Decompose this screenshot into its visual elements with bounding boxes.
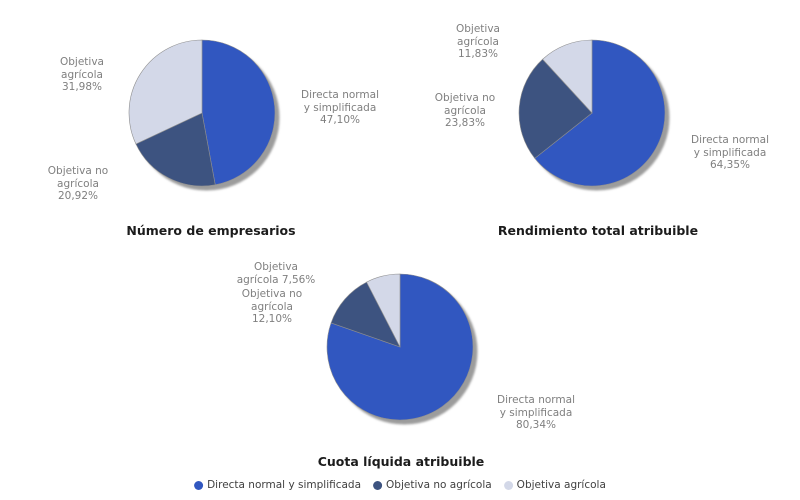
slice-label-directa: Directa normal y simplificada 64,35%: [691, 134, 769, 172]
slice-label-line: y simplificada: [499, 406, 573, 419]
pie-chart-cuota-liquida-atribuible: [326, 273, 478, 425]
slice-label-line: y simplificada: [303, 101, 377, 114]
slice-label-objetiva-agricola: Objetiva agrícola 11,83%: [456, 23, 500, 61]
pie-slice-directa: [534, 39, 666, 187]
slice-label-line: agrícola: [61, 68, 103, 81]
slice-label-line: Directa normal: [496, 394, 576, 406]
legend-item-objetiva-agricola: Objetiva agrícola: [503, 479, 606, 491]
legend-dot-objetiva-agricola: [503, 480, 513, 490]
chart-title-rendimiento-total-atribuible: Rendimiento total atribuible: [497, 223, 699, 238]
legend-label: Objetiva agrícola: [516, 479, 606, 491]
slice-label-line: Objetiva no: [47, 165, 109, 177]
slice-label-line: Objetiva no: [241, 288, 303, 300]
legend-dot-objetiva-no-agricola: [373, 480, 383, 490]
slice-label-line: Objetiva: [253, 261, 298, 273]
pie-chart-numero-de-empresarios: [128, 39, 280, 191]
legend-item-directa: Directa normal y simplificada: [194, 479, 361, 491]
slice-label-value: 31,98%: [61, 81, 103, 93]
pie-slice-objetiva-no-agricola: [135, 112, 216, 187]
slice-label-objetiva-agricola: Objetiva agrícola 31,98%: [60, 56, 104, 94]
slice-label-value: 23,83%: [444, 117, 486, 129]
chart-title-numero-de-empresarios: Número de empresarios: [126, 223, 296, 238]
pie-slice-directa: [201, 39, 276, 186]
slice-label-line: agrícola: [457, 35, 499, 48]
slice-label-objetiva-no-agricola: Objetiva no agrícola 12,10%: [242, 288, 302, 326]
slice-label-value: 12,10%: [251, 313, 293, 325]
pie-chart-rendimiento-total-atribuible: [518, 39, 670, 191]
slice-label-line: agrícola: [57, 177, 99, 190]
pie-slice-objetiva-agricola: [128, 39, 203, 145]
slice-label-value: 11,83%: [457, 48, 499, 60]
slice-label-value: agrícola 7,56%: [236, 273, 316, 286]
slice-label-objetiva-no-agricola: Objetiva no agrícola 23,83%: [435, 92, 495, 130]
slice-label-line: Directa normal: [300, 89, 380, 101]
slice-label-objetiva-no-agricola: Objetiva no agrícola 20,92%: [48, 165, 108, 203]
pie-slice-objetiva-no-agricola: [518, 58, 593, 159]
slice-label-line: Objetiva: [456, 23, 500, 35]
pie-slice-objetiva-agricola: [366, 273, 401, 348]
slice-label-value: 64,35%: [709, 159, 751, 171]
legend-label: Directa normal y simplificada: [207, 479, 362, 491]
legend-label: Objetiva no agrícola: [386, 479, 492, 491]
pie-slice-objetiva-agricola: [542, 39, 593, 114]
slice-label-value: 20,92%: [57, 190, 99, 202]
legend: Directa normal y simplificada Objetiva n…: [194, 479, 606, 491]
slice-label-line: Objetiva: [60, 56, 104, 68]
slice-label-directa: Directa normal y simplificada 47,10%: [301, 89, 379, 127]
slice-label-line: agrícola: [444, 104, 486, 117]
legend-dot-directa: [194, 480, 204, 490]
slice-label-value: 80,34%: [515, 419, 557, 431]
slice-label-line: agrícola: [251, 300, 293, 313]
legend-item-objetiva-no-agricola: Objetiva no agrícola: [373, 479, 492, 491]
slice-label-objetiva-agricola: Objetiva agrícola 7,56%: [237, 261, 316, 286]
slice-label-line: Objetiva no: [434, 92, 496, 104]
slice-label-line: y simplificada: [693, 146, 767, 159]
slice-label-line: Directa normal: [690, 134, 770, 146]
chart-title-cuota-liquida-atribuible: Cuota líquida atribuible: [317, 454, 485, 469]
slice-label-value: 47,10%: [319, 114, 361, 126]
slice-label-directa: Directa normal y simplificada 80,34%: [497, 394, 575, 432]
